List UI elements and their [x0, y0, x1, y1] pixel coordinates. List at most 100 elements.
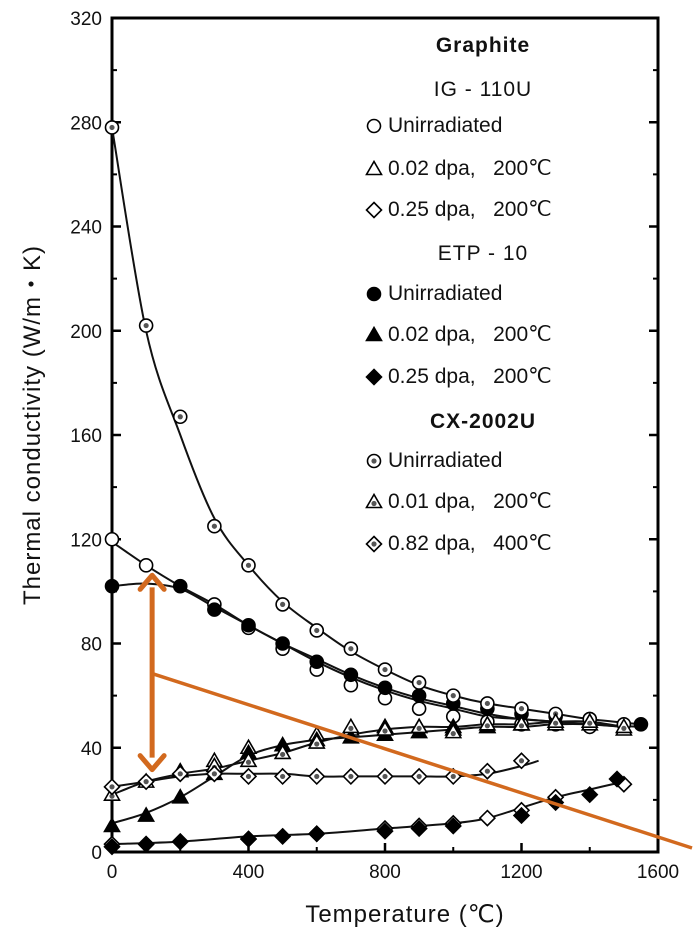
- fit-line: [111, 780, 625, 846]
- data-point-s0: [411, 701, 427, 716]
- data-point-s6-dot: [484, 700, 490, 707]
- data-point-s7-dot: [484, 723, 490, 729]
- data-point-s8: [342, 767, 360, 786]
- data-point-s5-shape: [239, 830, 258, 848]
- data-point-s5: [512, 806, 531, 825]
- legend-marker: [365, 201, 383, 219]
- data-point-s6-dot: [518, 706, 525, 712]
- y-tick-label: 280: [70, 113, 102, 134]
- legend-marker-dot: [371, 541, 377, 547]
- legend-label: Unirradiated: [388, 282, 502, 305]
- data-point-s6: [104, 120, 120, 135]
- data-point-s0-shape: [411, 701, 427, 716]
- data-point-s7: [478, 715, 497, 731]
- legend-marker-dot: [371, 458, 377, 464]
- data-point-s5-shape: [308, 825, 326, 843]
- data-point-s3-shape: [104, 578, 120, 594]
- data-point-s7-dot: [450, 731, 456, 737]
- data-point-s6: [343, 641, 359, 657]
- data-point-s3-shape: [241, 617, 256, 633]
- legend-label: Unirradiated: [388, 114, 502, 137]
- data-point-s8-dot: [382, 773, 388, 780]
- x-tick-label: 800: [369, 862, 401, 883]
- data-point-s8: [512, 752, 531, 770]
- data-point-s0-shape: [104, 531, 120, 547]
- data-point-s6: [138, 318, 154, 333]
- data-point-s8: [103, 778, 121, 796]
- data-point-s5: [410, 819, 428, 838]
- data-point-s3: [377, 680, 393, 696]
- data-point-s5: [581, 786, 599, 804]
- data-point-s5-shape: [512, 806, 531, 825]
- data-point-s8: [239, 767, 258, 786]
- legend-marker-shape: [366, 118, 382, 134]
- data-point-s6-dot: [280, 601, 286, 608]
- data-point-s2: [478, 809, 497, 827]
- data-point-s8-dot: [109, 784, 115, 790]
- data-point-s7-dot: [280, 751, 286, 758]
- double-arrow-head-top: [137, 572, 167, 592]
- data-point-s8-dot: [416, 773, 422, 780]
- legend-marker: [365, 159, 383, 176]
- data-point-s5-shape: [273, 827, 292, 845]
- legend-marker-dot: [371, 500, 377, 507]
- data-point-s3-shape: [343, 667, 359, 683]
- data-point-s7-dot: [314, 741, 320, 747]
- data-point-s6: [377, 662, 393, 677]
- data-point-s3-shape: [633, 716, 649, 732]
- data-point-s3: [633, 716, 649, 732]
- data-point-s6: [411, 675, 427, 690]
- data-point-s8-dot: [177, 771, 183, 777]
- data-point-s3: [275, 636, 290, 651]
- data-point-s7-dot: [348, 725, 354, 732]
- data-point-s7-dot: [621, 725, 627, 732]
- data-point-s7-dot: [245, 759, 252, 765]
- data-point-s3: [207, 602, 222, 617]
- x-tick-label: 400: [233, 862, 265, 883]
- data-point-s5: [103, 838, 121, 856]
- legend-label: 0.02 dpa, 200℃: [388, 323, 552, 346]
- legend: Graphite IG - 110U Unirradiated 0.02 dpa, 2…: [365, 34, 552, 555]
- legend-marker-shape: [365, 159, 383, 176]
- legend-label: 0.82 dpa, 400℃: [388, 532, 552, 555]
- data-point-s6-dot: [314, 627, 320, 634]
- y-tick-label: 40: [81, 739, 102, 760]
- data-point-s8-dot: [450, 773, 456, 780]
- data-point-s3-shape: [377, 680, 393, 696]
- data-point-s5: [273, 827, 292, 845]
- data-point-s6: [241, 558, 256, 573]
- data-point-s5: [137, 835, 155, 853]
- data-point-s8-dot: [280, 773, 286, 780]
- data-point-s5-shape: [376, 822, 394, 840]
- data-point-s6: [480, 696, 495, 711]
- data-point-s6-dot: [211, 523, 217, 529]
- data-point-s5: [444, 817, 462, 835]
- data-point-s7-dot: [416, 725, 422, 732]
- data-point-s3-shape: [275, 636, 290, 651]
- data-point-s7: [444, 723, 463, 739]
- legend-marker-shape: [366, 286, 382, 302]
- data-point-s3-shape: [411, 688, 427, 703]
- legend-marker: [366, 453, 382, 469]
- data-point-s5-shape: [171, 832, 189, 851]
- data-point-s8-dot: [314, 773, 320, 780]
- data-point-s6: [514, 701, 529, 716]
- x-axis-label: Temperature (℃): [305, 901, 504, 928]
- data-point-s6-dot: [416, 679, 422, 686]
- data-point-s4-shape: [137, 806, 156, 822]
- data-point-s7: [376, 720, 394, 736]
- y-axis-ticks: 0 40 80 120 160 200 240 280 320: [70, 9, 658, 864]
- data-point-s8: [205, 765, 224, 783]
- y-tick-label: 320: [70, 9, 102, 30]
- data-point-s5-shape: [608, 770, 626, 788]
- x-tick-label: 0: [107, 862, 118, 883]
- data-point-s6-dot: [450, 693, 456, 699]
- data-point-s6: [445, 688, 461, 703]
- legend-label: Unirradiated: [388, 449, 502, 472]
- data-point-s6-dot: [109, 124, 115, 131]
- data-point-s7-dot: [553, 720, 559, 726]
- legend-marker-shape: [365, 201, 383, 219]
- data-point-s7: [239, 751, 258, 768]
- data-point-s6-dot: [143, 322, 149, 329]
